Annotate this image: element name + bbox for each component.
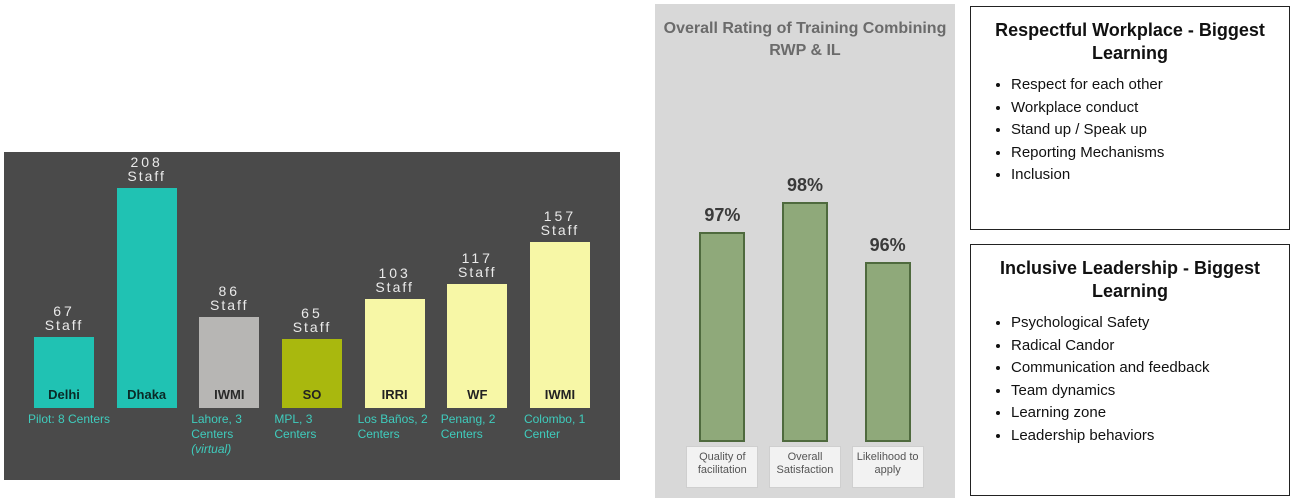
staff-axis-label: Lahore, 3 Centers (virtual) [187, 412, 267, 474]
staff-axis: Pilot: 8 CentersLahore, 3 Centers (virtu… [24, 412, 600, 474]
rating-bar-col: 98% [769, 175, 841, 442]
list-item: Psychological Safety [1011, 312, 1271, 335]
staff-bar-label: IRRI [382, 387, 408, 402]
rating-bar-chart: Overall Rating of Training Combining RWP… [655, 4, 955, 498]
rating-axis-label: Quality of facilitation [686, 446, 758, 488]
staff-bar-col: 65Staff SO [272, 306, 352, 408]
staff-bar-chart: 67Staff Delhi 208Staff Dhaka 86Staff IWMI 65St… [4, 152, 620, 480]
staff-axis-label: Colombo, 1 Center [520, 412, 600, 474]
staff-bar-col: 103Staff IRRI [355, 266, 435, 408]
rating-plot-area: 97% 98% 96% [681, 114, 929, 442]
staff-bar-col: 67Staff Delhi [24, 304, 104, 408]
staff-bar-value: 208Staff [127, 155, 166, 184]
canvas: 67Staff Delhi 208Staff Dhaka 86Staff IWMI 65St… [0, 0, 1297, 502]
list-item: Stand up / Speak up [1011, 119, 1271, 142]
list-item: Learning zone [1011, 402, 1271, 425]
list-item: Communication and feedback [1011, 357, 1271, 380]
staff-bar: IRRI [365, 299, 425, 408]
list-item: Leadership behaviors [1011, 425, 1271, 448]
staff-axis-label: Los Baños, 2 Centers [354, 412, 434, 474]
staff-axis-label: Penang, 2 Centers [437, 412, 517, 474]
rating-bar-value: 96% [870, 235, 906, 256]
rating-axis-label: Overall Satisfaction [769, 446, 841, 488]
textbox-list-bottom: Psychological SafetyRadical CandorCommun… [989, 312, 1271, 447]
rating-bar-col: 97% [686, 205, 758, 442]
staff-plot-area: 67StaffDelhi208StaffDhaka86StaffIWMI65St… [24, 170, 600, 408]
staff-bar-value: 86Staff [210, 284, 249, 313]
rating-axis: Quality of facilitation Overall Satisfact… [681, 446, 929, 488]
rating-bar [865, 262, 911, 442]
staff-bar: WF [447, 284, 507, 408]
textbox-list-top: Respect for each otherWorkplace conductS… [989, 74, 1271, 187]
staff-bar-col: 157Staff IWMI [520, 209, 600, 408]
staff-bar-value: 65Staff [293, 306, 332, 335]
staff-bar: SO [282, 339, 342, 408]
list-item: Reporting Mechanisms [1011, 142, 1271, 165]
textbox-title: Inclusive Leadership - Biggest Learning [989, 257, 1271, 302]
list-item: Respect for each other [1011, 74, 1271, 97]
list-item: Workplace conduct [1011, 97, 1271, 120]
list-item: Radical Candor [1011, 335, 1271, 358]
staff-bar: Delhi [34, 337, 94, 408]
list-item: Team dynamics [1011, 380, 1271, 403]
rating-bar-col: 96% [852, 235, 924, 442]
staff-bar-value: 67Staff [45, 304, 84, 333]
staff-bar-value: 157Staff [541, 209, 580, 238]
rating-bar [782, 202, 828, 442]
textbox-title: Respectful Workplace - Biggest Learning [989, 19, 1271, 64]
staff-bar-label: WF [467, 387, 487, 402]
staff-bar-col: 208Staff Dhaka [107, 155, 187, 408]
rating-axis-label: Likelihood to apply [852, 446, 924, 488]
textbox-inclusive-leadership: Inclusive Leadership - Biggest Learning … [970, 244, 1290, 496]
rating-bar-value: 98% [787, 175, 823, 196]
rating-title: Overall Rating of Training Combining RWP… [655, 18, 955, 61]
staff-bar: Dhaka [117, 188, 177, 408]
staff-axis-label: MPL, 3 Centers [270, 412, 350, 474]
staff-bar-value: 117Staff [458, 251, 497, 280]
staff-bar: IWMI [199, 317, 259, 408]
staff-bar-label: IWMI [214, 387, 244, 402]
staff-bar-col: 86Staff IWMI [189, 284, 269, 408]
staff-bar-label: Delhi [48, 387, 80, 402]
staff-bar-value: 103Staff [375, 266, 414, 295]
list-item: Inclusion [1011, 164, 1271, 187]
staff-bar-label: IWMI [545, 387, 575, 402]
staff-bar-label: Dhaka [127, 387, 166, 402]
staff-bar-label: SO [303, 387, 322, 402]
staff-axis-label: Pilot: 8 Centers [24, 412, 184, 474]
staff-bar: IWMI [530, 242, 590, 408]
staff-bar-col: 117Staff WF [437, 251, 517, 408]
textbox-respectful-workplace: Respectful Workplace - Biggest Learning … [970, 6, 1290, 230]
rating-bar [699, 232, 745, 442]
rating-bar-value: 97% [704, 205, 740, 226]
